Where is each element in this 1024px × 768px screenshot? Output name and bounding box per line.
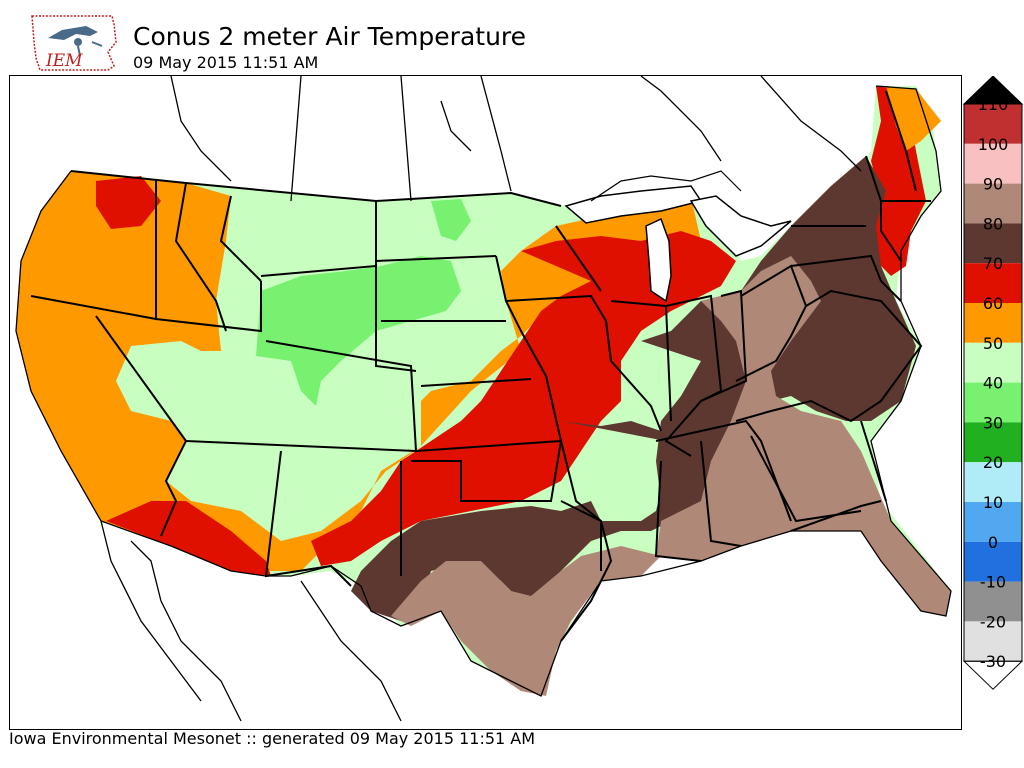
- region-30s-rockies: [256, 256, 461, 406]
- colorbar-label: 60: [983, 294, 1003, 313]
- coastlines: [15, 76, 952, 722]
- colorbar-swatch: [964, 104, 1022, 144]
- lake-michigan: [645, 217, 672, 303]
- iem-logo: IEM: [28, 12, 120, 74]
- colorbar-swatch: [964, 342, 1022, 383]
- region-60s-sw: [106, 501, 271, 576]
- region-80s-texas: [391, 546, 661, 696]
- state-boundaries: [30, 90, 931, 642]
- colorbar-swatch: [964, 183, 1022, 224]
- colorbar-label: 10: [983, 493, 1003, 512]
- colorbar-label: 40: [983, 374, 1003, 393]
- colorbar-label: 20: [983, 453, 1003, 472]
- colorbar-label: -10: [980, 573, 1006, 592]
- colorbar-swatch: [964, 502, 1022, 542]
- colorbar-swatch: [964, 263, 1022, 303]
- region-80s-southeast: [656, 256, 951, 616]
- footer-credit: Iowa Environmental Mesonet :: generated …: [9, 729, 536, 748]
- colorbar-outline: [963, 103, 1023, 662]
- colorbar-swatch: [964, 621, 1022, 662]
- map-timestamp: 09 May 2015 11:51 AM: [133, 53, 319, 72]
- logo-text: IEM: [45, 51, 83, 71]
- colorbar-label: 100: [978, 135, 1009, 154]
- colorbar-label: 0: [988, 533, 998, 552]
- region-30s-north: [431, 199, 471, 241]
- colorbar-label: 90: [983, 175, 1003, 194]
- colorbar-label: 70: [983, 254, 1003, 273]
- colorbar-label: 110: [978, 95, 1009, 114]
- colorbar-swatch: [964, 223, 1022, 264]
- colorbar-swatch: [964, 462, 1022, 502]
- colorbar-label: -20: [980, 612, 1006, 631]
- region-60s-nw: [96, 176, 161, 229]
- temperature-map: [9, 75, 962, 730]
- map-title: Conus 2 meter Air Temperature: [133, 22, 527, 51]
- colorbar-swatch: [964, 581, 1022, 622]
- temperature-colorbar: 110 100 90 80 70 60 50 40 30 20 10 0 -10 -20 -30: [962, 75, 1024, 696]
- colorbar-swatch: [964, 422, 1022, 463]
- colorbar-label: 30: [983, 413, 1003, 432]
- region-60s-central: [311, 231, 736, 566]
- colorbar-swatch: [964, 303, 1022, 343]
- colorbar-swatch: [964, 382, 1022, 423]
- colorbar-swatch: [964, 541, 1022, 582]
- region-50s-west: [16, 171, 701, 571]
- lake-huron-erie: [689, 195, 792, 257]
- colorbar-label: -30: [980, 652, 1006, 671]
- colorbar-label: 50: [983, 334, 1003, 353]
- region-70s-south: [351, 421, 671, 621]
- lake-shorelines: [590, 170, 742, 202]
- colorbar-label: 80: [983, 214, 1003, 233]
- colorbar-swatch: [964, 143, 1022, 184]
